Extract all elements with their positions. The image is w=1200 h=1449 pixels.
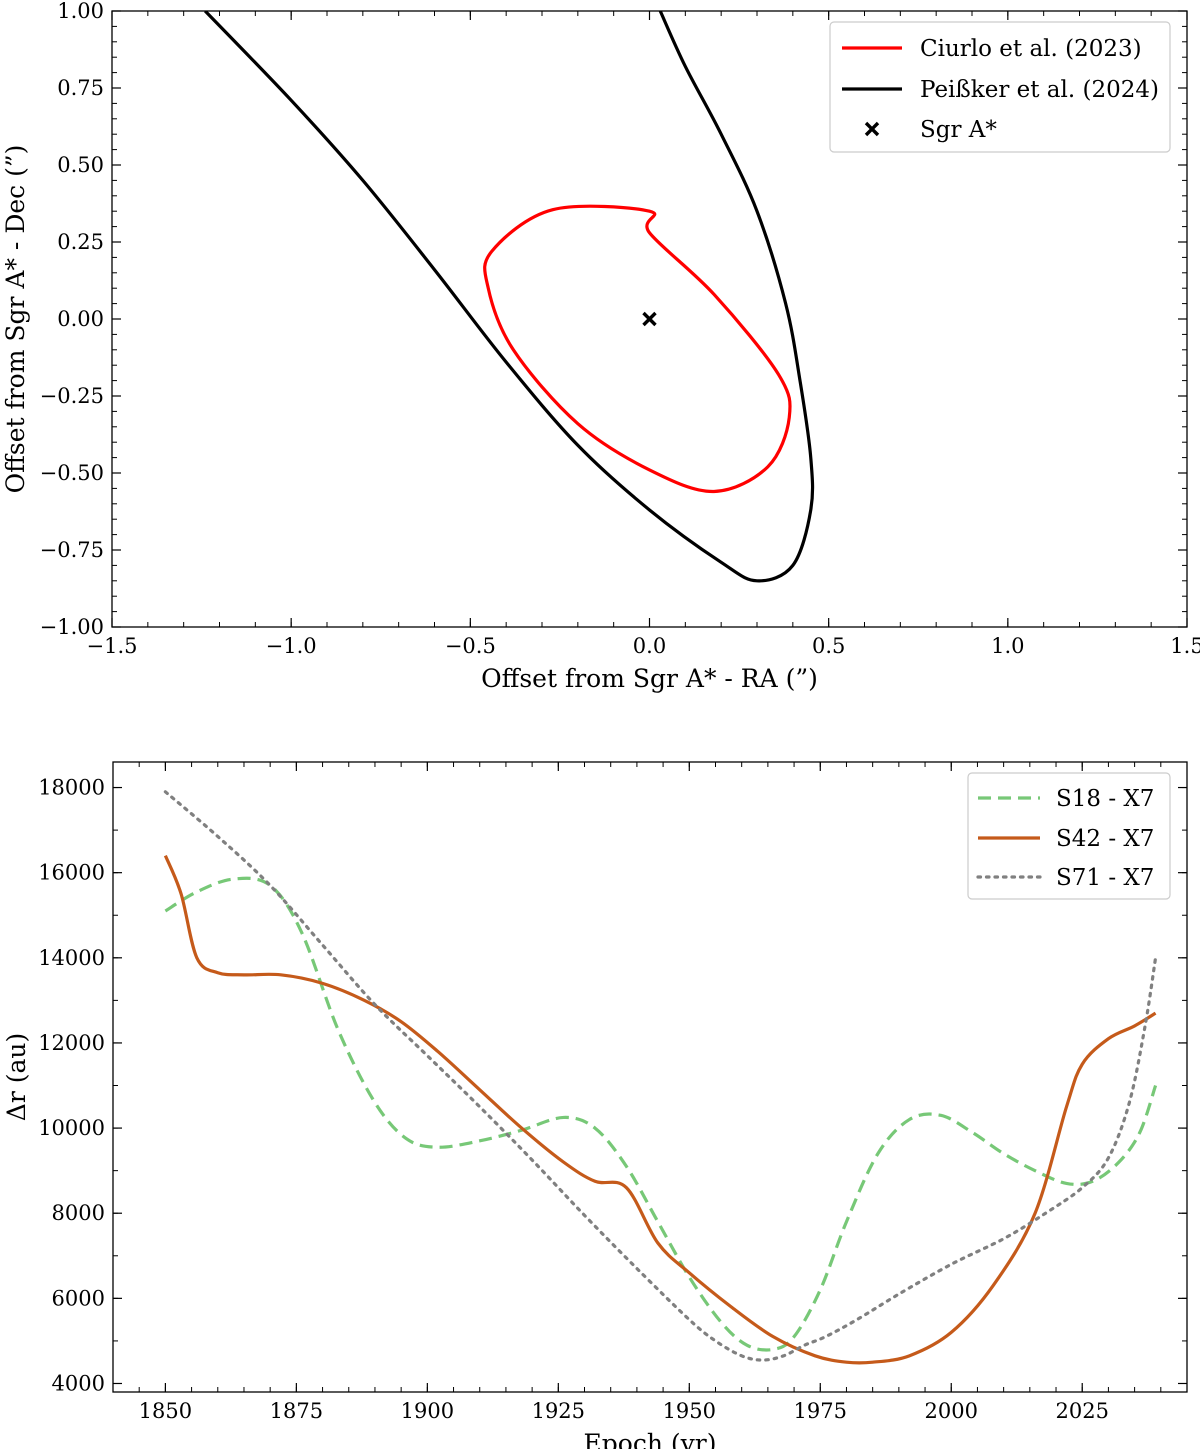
legend-label-s18: S18 - X7 — [1056, 786, 1154, 812]
x-tick-label: 1.5 — [1170, 634, 1200, 658]
offset-plot-panel: −1.5 −1.0 −0.5 0.0 0.5 1.0 1.5 −1.00 −0.75 −0.50 −… — [1, 0, 1200, 693]
series-line-ciurlo-et-al-2023 — [483, 204, 792, 494]
separation-plot-legend: S18 - X7 S42 - X7 S71 - X7 — [967, 772, 1171, 900]
y-tick-label: 8000 — [52, 1201, 105, 1225]
series-line-pei-ker-et-al-2024 — [204, 11, 815, 583]
y-tick-label: 0.75 — [57, 76, 104, 100]
y-tick-label: 0.25 — [57, 230, 104, 254]
x-tick-label: 1925 — [532, 1399, 585, 1423]
separation-plot-frame — [112, 761, 1188, 1393]
separation-plot-x-axis-label: Epoch (yr) — [584, 1429, 717, 1449]
offset-plot-series — [204, 11, 815, 583]
y-tick-label: −0.50 — [40, 461, 104, 485]
x-tick-label: −1.0 — [266, 634, 317, 658]
x-tick-label: 1.0 — [991, 634, 1024, 658]
y-tick-label: 18000 — [38, 776, 105, 800]
legend-label-ciurlo: Ciurlo et al. (2023) — [920, 36, 1142, 62]
y-tick-label: 0.50 — [57, 153, 104, 177]
x-tick-label: 2000 — [925, 1399, 978, 1423]
x-tick-label: 1900 — [401, 1399, 454, 1423]
x-tick-label: 1875 — [270, 1399, 323, 1423]
x-tick-label: −1.5 — [87, 634, 138, 658]
y-tick-label: 6000 — [52, 1286, 105, 1310]
legend-label-sgr-a: Sgr A* — [920, 117, 997, 143]
y-tick-label: 10000 — [38, 1116, 105, 1140]
offset-plot-legend: Ciurlo et al. (2023) Peißker et al. (202… — [829, 21, 1171, 153]
y-tick-label: −0.25 — [40, 384, 104, 408]
x-tick-label: 2025 — [1055, 1399, 1108, 1423]
y-tick-label: 0.00 — [57, 307, 104, 331]
series-line-s18-x7 — [164, 876, 1158, 1352]
offset-plot-y-axis-label: Offset from Sgr A* - Dec (”) — [1, 145, 30, 494]
y-tick-label: 16000 — [38, 861, 105, 885]
legend-label-peissker: Peißker et al. (2024) — [920, 77, 1159, 103]
legend-label-s42: S42 - X7 — [1056, 826, 1154, 852]
series-line-s71-x7 — [163, 790, 1158, 1362]
separation-plot-ticks: 1850 1875 1900 1925 1950 1975 2000 2025 4000 6000… — [38, 762, 1188, 1423]
x-tick-label: 0.0 — [633, 634, 666, 658]
legend-label-s71: S71 - X7 — [1056, 865, 1154, 891]
x-tick-label: 1975 — [794, 1399, 847, 1423]
y-tick-label: 4000 — [52, 1371, 105, 1395]
y-tick-label: −0.75 — [40, 538, 104, 562]
offset-plot-ticks: −1.5 −1.0 −0.5 0.0 0.5 1.0 1.5 −1.00 −0.75 −0.50 −… — [40, 0, 1200, 658]
legend-swatch-sgr-a-marker — [864, 121, 880, 137]
offset-plot-x-axis-label: Offset from Sgr A* - RA (”) — [481, 664, 818, 693]
separation-plot-legend-box — [967, 772, 1171, 900]
separation-plot-series — [163, 790, 1158, 1365]
y-tick-label: 14000 — [38, 946, 105, 970]
x-tick-label: 1950 — [663, 1399, 716, 1423]
y-tick-label: −1.00 — [40, 615, 104, 639]
offset-plot-legend-box — [829, 21, 1171, 153]
x-tick-label: 1850 — [139, 1399, 192, 1423]
separation-plot-y-axis-label: Δr (au) — [2, 1033, 31, 1121]
separation-plot-panel: 1850 1875 1900 1925 1950 1975 2000 2025 4000 6000… — [2, 761, 1188, 1449]
y-tick-label: 12000 — [38, 1031, 105, 1055]
marker-sgr-a — [642, 311, 657, 327]
legend-x-marker — [864, 121, 880, 137]
series-line-s42-x7 — [163, 855, 1157, 1365]
x-tick-label: −0.5 — [445, 634, 496, 658]
y-tick-label: 1.00 — [57, 0, 104, 23]
x-tick-label: 0.5 — [812, 634, 845, 658]
